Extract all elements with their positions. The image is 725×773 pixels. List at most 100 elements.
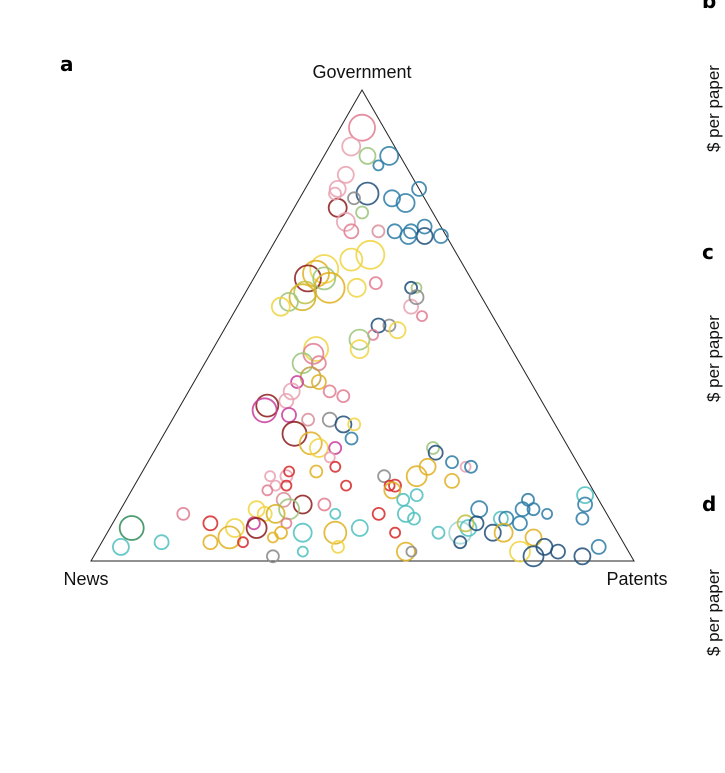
bubble-point bbox=[377, 469, 392, 484]
bubble-point bbox=[514, 501, 531, 518]
bubble-point bbox=[292, 494, 313, 515]
bubble-point bbox=[405, 545, 418, 558]
bubble-point bbox=[399, 227, 418, 245]
bubble-point bbox=[343, 223, 360, 240]
bubble-point bbox=[153, 534, 170, 551]
bubble-point bbox=[266, 531, 279, 544]
panel-letter-c: c bbox=[702, 240, 714, 264]
bubble-point bbox=[550, 543, 566, 560]
bubble-point bbox=[309, 464, 324, 479]
bubble-point bbox=[310, 374, 327, 390]
bubble-point bbox=[410, 281, 423, 294]
bubble-point bbox=[408, 289, 425, 306]
ternary-triangle bbox=[90, 88, 635, 562]
bubble-point bbox=[512, 515, 528, 532]
bubble-point bbox=[331, 540, 345, 554]
bubble-point bbox=[301, 412, 316, 427]
bubble-point bbox=[459, 460, 472, 473]
bubble-point bbox=[224, 518, 245, 538]
bubble-point bbox=[371, 507, 386, 521]
bubble-point bbox=[409, 488, 424, 503]
bubble-point bbox=[237, 536, 249, 549]
panel-c-ylabel: $ per paper bbox=[704, 315, 723, 402]
bubble-point bbox=[202, 534, 219, 551]
bubble-point bbox=[293, 280, 318, 305]
bubble-point bbox=[432, 228, 449, 244]
bubble-point bbox=[388, 321, 407, 340]
bubble-point bbox=[389, 526, 402, 539]
bubble-point bbox=[264, 470, 277, 483]
bubble-point bbox=[323, 520, 348, 545]
bubble-point bbox=[493, 522, 514, 543]
bubble-point bbox=[336, 389, 351, 404]
bubble-point bbox=[280, 479, 293, 492]
bubble-point bbox=[118, 515, 145, 541]
bubble-point bbox=[261, 484, 274, 497]
bubble-point bbox=[358, 146, 377, 165]
bubble-point bbox=[411, 180, 428, 197]
bubble-point bbox=[416, 310, 428, 323]
bubble-point bbox=[448, 520, 473, 545]
panel-d-ylabel: $ per paper bbox=[704, 569, 723, 656]
bubble-point bbox=[498, 510, 515, 527]
bubble-point bbox=[292, 522, 313, 543]
bubble-point bbox=[350, 519, 369, 537]
bubble-point bbox=[278, 392, 295, 409]
bubble-point bbox=[396, 505, 415, 523]
bubble-point bbox=[202, 515, 219, 532]
bubble-point bbox=[336, 165, 355, 184]
bubble-point bbox=[347, 417, 362, 432]
bubble-point bbox=[296, 545, 309, 558]
bubble-point bbox=[112, 538, 130, 556]
bubble-point bbox=[328, 441, 343, 455]
bubble-point bbox=[541, 508, 553, 520]
bubble-point bbox=[247, 500, 266, 519]
bubble-point bbox=[265, 549, 280, 564]
bubble-point bbox=[445, 455, 459, 470]
bubble-point bbox=[524, 528, 543, 547]
bubble-point bbox=[282, 382, 301, 401]
bubble-point bbox=[290, 375, 305, 389]
bubble-point bbox=[344, 431, 359, 446]
bubble-point bbox=[370, 317, 387, 334]
bubble-point bbox=[576, 486, 594, 505]
bubble-point bbox=[383, 481, 402, 500]
bubble-point bbox=[312, 266, 337, 291]
bubble-point bbox=[405, 465, 428, 488]
bubble-point bbox=[335, 211, 356, 232]
bubble-point bbox=[327, 197, 348, 218]
bubble-point bbox=[379, 145, 400, 166]
bubble-point bbox=[288, 283, 317, 312]
bubble-point bbox=[509, 540, 531, 563]
bubble-point bbox=[573, 547, 592, 566]
vertex-label-patents: Patents bbox=[606, 569, 667, 589]
bubble-point bbox=[339, 247, 364, 272]
bubble-point bbox=[388, 478, 402, 493]
panel-b-ylabel: $ per paper bbox=[704, 65, 723, 152]
bubble-point bbox=[383, 479, 396, 492]
bubble-point bbox=[372, 159, 385, 172]
bubble-point bbox=[431, 525, 446, 540]
panel-letter-d: d bbox=[702, 492, 716, 516]
panel-letter-b: b bbox=[702, 0, 716, 13]
bubble-point bbox=[340, 479, 353, 492]
bubble-point bbox=[322, 384, 337, 399]
bubble-point bbox=[470, 500, 489, 519]
bubble-point bbox=[283, 465, 296, 478]
bubble-point bbox=[444, 472, 460, 489]
bubble-point bbox=[309, 254, 340, 284]
bubble-point bbox=[347, 191, 361, 206]
bubble-point bbox=[274, 525, 288, 540]
bubble-point bbox=[396, 492, 411, 507]
bubble-point bbox=[464, 459, 478, 474]
bubble-point bbox=[281, 420, 308, 447]
vertex-label-news: News bbox=[63, 569, 108, 589]
bubble-point bbox=[407, 511, 421, 526]
bubble-point bbox=[427, 444, 444, 461]
panel-letter-a: a bbox=[60, 52, 74, 76]
bubble-point bbox=[293, 264, 322, 293]
bubble-point bbox=[270, 296, 291, 317]
bubble-point bbox=[575, 511, 590, 526]
bubble-point bbox=[418, 457, 437, 476]
